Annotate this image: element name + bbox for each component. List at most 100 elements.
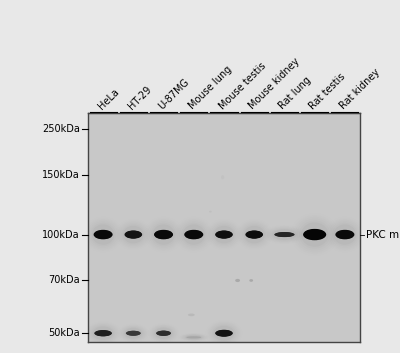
Ellipse shape [311,233,318,236]
Ellipse shape [124,328,142,339]
Text: Mouse lung: Mouse lung [187,64,234,111]
Ellipse shape [235,279,240,282]
Ellipse shape [96,231,110,238]
Ellipse shape [156,331,170,336]
Ellipse shape [156,330,171,336]
Ellipse shape [155,231,172,239]
Ellipse shape [156,231,172,239]
Ellipse shape [278,233,290,236]
Ellipse shape [335,230,354,239]
Ellipse shape [310,233,319,237]
Ellipse shape [191,337,197,338]
Ellipse shape [100,332,106,334]
Ellipse shape [191,233,197,236]
Text: Rat lung: Rat lung [277,75,314,111]
Ellipse shape [131,332,136,334]
Ellipse shape [339,232,350,237]
Ellipse shape [219,232,229,237]
Ellipse shape [250,233,258,237]
Ellipse shape [95,330,111,336]
Ellipse shape [336,230,354,239]
Ellipse shape [216,330,232,336]
Text: 50kDa: 50kDa [48,328,80,338]
Ellipse shape [276,232,294,237]
Ellipse shape [154,230,172,239]
Ellipse shape [158,331,169,335]
Ellipse shape [247,231,262,238]
Ellipse shape [221,332,227,334]
Ellipse shape [216,330,232,336]
Ellipse shape [152,225,175,245]
Ellipse shape [160,233,168,237]
Ellipse shape [190,337,197,338]
Text: 250kDa: 250kDa [42,124,80,134]
Ellipse shape [218,232,230,237]
Ellipse shape [159,232,168,237]
Ellipse shape [128,232,138,237]
Ellipse shape [338,231,352,238]
Text: Mouse kidney: Mouse kidney [247,56,302,111]
Ellipse shape [342,233,348,236]
Ellipse shape [191,337,196,338]
Ellipse shape [98,232,108,237]
Ellipse shape [281,234,288,235]
Ellipse shape [95,231,111,239]
Ellipse shape [95,231,112,239]
Ellipse shape [307,231,322,238]
Ellipse shape [125,231,142,238]
Ellipse shape [189,232,199,237]
Ellipse shape [220,331,228,335]
Ellipse shape [95,330,112,336]
Ellipse shape [127,331,140,335]
Ellipse shape [159,332,168,335]
Ellipse shape [98,331,108,335]
Ellipse shape [186,231,201,238]
Ellipse shape [277,233,292,237]
Ellipse shape [249,279,253,282]
Text: 70kDa: 70kDa [48,275,80,286]
Ellipse shape [220,233,228,237]
Ellipse shape [221,332,227,335]
Ellipse shape [276,233,293,237]
Ellipse shape [128,331,138,335]
Ellipse shape [274,232,295,237]
Ellipse shape [340,232,350,237]
Ellipse shape [160,233,167,236]
Ellipse shape [100,233,106,236]
Ellipse shape [157,331,170,335]
Ellipse shape [189,337,199,338]
Ellipse shape [131,233,136,236]
Ellipse shape [126,231,141,238]
Ellipse shape [160,332,168,335]
Ellipse shape [219,331,229,335]
Ellipse shape [188,313,195,316]
Ellipse shape [215,330,233,337]
Ellipse shape [188,336,199,338]
Ellipse shape [217,232,231,238]
Text: HeLa: HeLa [96,86,121,111]
Ellipse shape [128,331,139,335]
Ellipse shape [250,232,259,237]
Ellipse shape [129,233,138,237]
Ellipse shape [184,230,203,239]
Ellipse shape [336,231,353,239]
Ellipse shape [219,232,229,237]
Ellipse shape [334,225,356,245]
Ellipse shape [221,233,227,236]
Ellipse shape [96,331,110,336]
Ellipse shape [130,233,137,236]
Ellipse shape [248,232,260,237]
Ellipse shape [190,337,198,338]
Ellipse shape [129,232,138,237]
Ellipse shape [100,332,106,334]
Ellipse shape [217,330,231,336]
Ellipse shape [248,232,261,238]
Ellipse shape [186,336,201,339]
Ellipse shape [220,233,228,236]
Ellipse shape [126,331,140,336]
Ellipse shape [281,234,288,235]
Ellipse shape [98,232,108,237]
Ellipse shape [96,331,110,336]
Ellipse shape [127,232,140,238]
Ellipse shape [129,332,138,335]
